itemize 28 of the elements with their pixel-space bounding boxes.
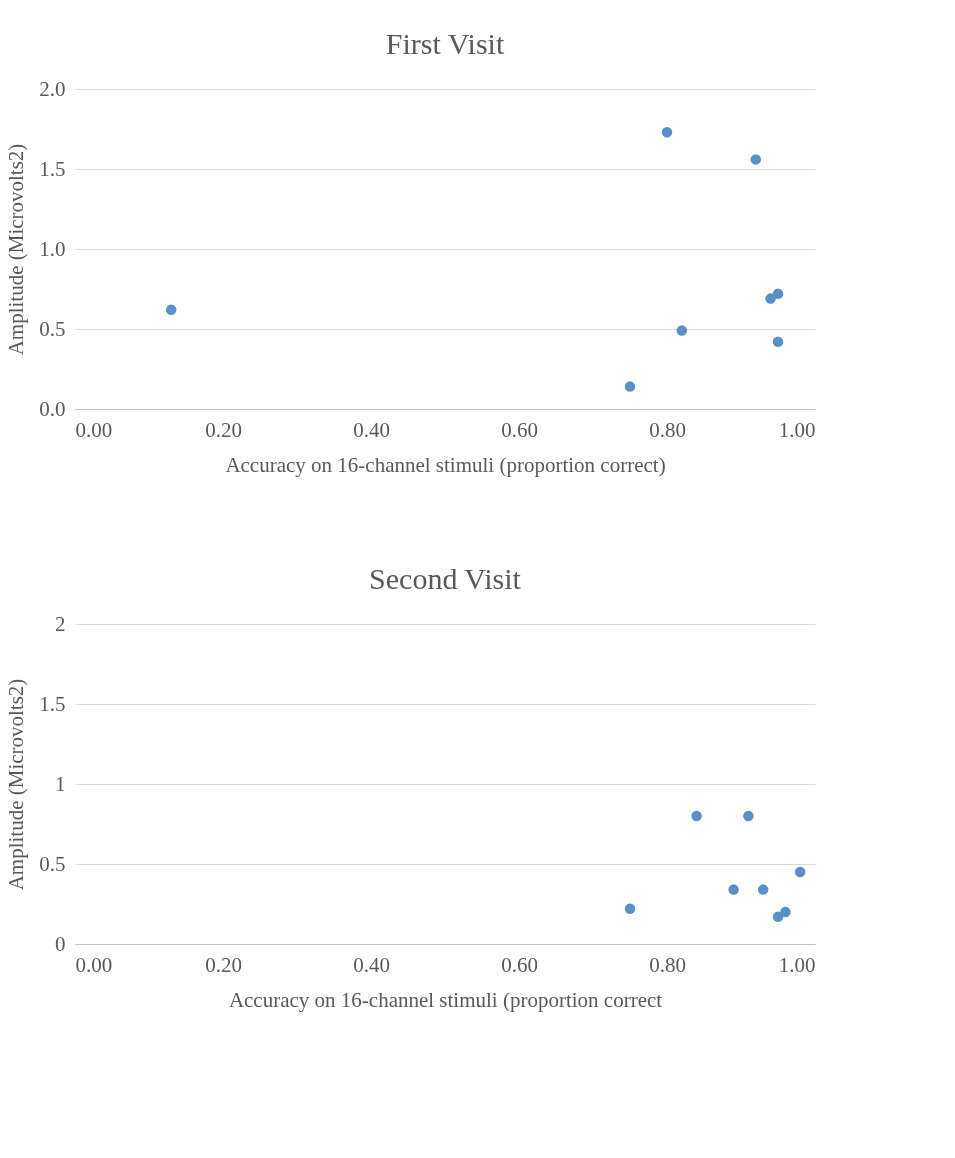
y-tick-label: 0.0 <box>39 396 66 421</box>
y-tick-label: 1 <box>55 771 66 796</box>
x-tick-label: 0.80 <box>649 952 686 977</box>
x-tick-label: 1.00 <box>778 417 816 442</box>
y-tick-label: 0 <box>55 931 66 956</box>
x-tick-label: 0.20 <box>205 417 242 442</box>
chart-title: First Visit <box>385 27 505 60</box>
y-tick-label: 0.5 <box>39 316 66 341</box>
x-tick-label: 0.40 <box>353 417 390 442</box>
y-axis-title: Amplitude (Microvolts2) <box>4 143 29 356</box>
x-axis-title: Accuracy on 16-channel stimuli (proportion correct) <box>225 452 666 477</box>
x-tick-label: 0.60 <box>501 417 538 442</box>
y-axis-title: Amplitude (Microvolts2) <box>4 678 29 891</box>
y-tick-label: 0.5 <box>39 851 66 876</box>
x-tick-label: 0.20 <box>205 952 242 977</box>
x-tick-label: 0.40 <box>353 952 390 977</box>
x-axis-title: Accuracy on 16-channel stimuli (proportion correct <box>228 987 663 1012</box>
y-tick-label: 2 <box>55 611 66 636</box>
x-tick-label: 0.00 <box>75 417 113 442</box>
y-tick-label: 2.0 <box>39 76 66 101</box>
x-tick-label: 1.00 <box>778 952 816 977</box>
x-tick-label: 0.80 <box>649 417 686 442</box>
y-tick-label: 1.0 <box>39 236 66 261</box>
x-tick-label: 0.00 <box>75 952 113 977</box>
x-tick-label: 0.60 <box>501 952 538 977</box>
chart-title: Second Visit <box>369 562 522 595</box>
y-tick-label: 1.5 <box>39 691 66 716</box>
y-tick-label: 1.5 <box>39 156 66 181</box>
